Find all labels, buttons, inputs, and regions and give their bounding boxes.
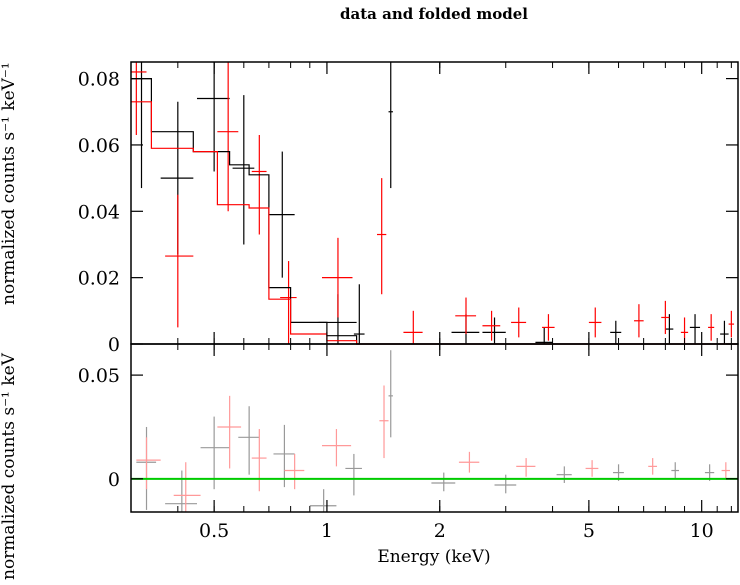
top-series1-point-9 — [482, 310, 501, 341]
top-series0-point-6 — [353, 284, 365, 344]
bottom-series1-point-10 — [648, 458, 658, 475]
top-series1-point-7 — [403, 310, 423, 344]
top-series0-point-14 — [720, 320, 729, 344]
bottom-xtick-label-4: 10 — [690, 520, 714, 542]
top-model-step-2 — [131, 78, 738, 345]
top-ytick-label-3: 0.06 — [78, 135, 120, 157]
top-series1-point-13 — [634, 304, 644, 338]
top-series0-point-10 — [535, 327, 553, 344]
top-series1-point-12 — [588, 307, 602, 338]
top-series1-point-3 — [251, 134, 267, 235]
bottom-series0-point-9 — [494, 474, 517, 494]
chart-title: data and folded model — [340, 5, 528, 23]
bottom-xtick-label-3: 5 — [583, 520, 595, 542]
bottom-series0-point-2 — [200, 416, 230, 490]
bottom-series1-point-7 — [458, 451, 480, 473]
top-panel-marks — [131, 62, 738, 345]
top-series1-point-2 — [217, 62, 239, 212]
bottom-ytick-label-0: 0 — [108, 469, 120, 491]
bottom-series0-point-5 — [309, 489, 337, 512]
top-series1-point-14 — [661, 300, 670, 335]
top-series1-point-6 — [376, 178, 387, 295]
top-series0-point-1 — [160, 101, 194, 255]
bottom-series1-point-1 — [173, 462, 201, 512]
bottom-series1-point-2 — [217, 395, 242, 469]
bottom-series1-point-3 — [251, 429, 267, 492]
top-series0-point-4 — [268, 151, 295, 278]
bottom-series1-point-9 — [585, 460, 599, 477]
bottom-y-ticks: 00.05 — [78, 365, 738, 491]
top-series1-point-8 — [455, 297, 477, 335]
bottom-series1-point-5 — [321, 429, 352, 467]
top-series1-point-11 — [542, 314, 555, 341]
bottom-plot-frame — [130, 343, 739, 513]
bottom-ytick-label-1: 0.05 — [78, 365, 120, 387]
top-series0-point-11 — [610, 320, 622, 344]
bottom-series0-point-4 — [273, 424, 295, 488]
top-ytick-label-4: 0.08 — [78, 69, 120, 91]
bottom-series1-point-11 — [721, 462, 730, 479]
top-series1-point-4 — [280, 261, 297, 344]
bottom-panel: 00.05 0.5 1 2 5 10 — [78, 343, 739, 542]
top-series0-point-9 — [482, 317, 506, 344]
top-series1-point-16 — [708, 314, 715, 341]
top-panel: 0 0.02 0.04 0.06 0.08 — [78, 61, 739, 356]
top-series1-point-1 — [165, 194, 194, 328]
bottom-y-axis-label: normalized counts s⁻¹ keV — [0, 352, 19, 580]
top-plot-frame — [130, 61, 739, 345]
top-x-ticks — [130, 62, 732, 344]
bottom-series0-point-7 — [388, 350, 393, 438]
top-series1-point-10 — [511, 307, 527, 338]
bottom-series1-point-0 — [136, 437, 161, 490]
top-y-ticks: 0 0.02 0.04 0.06 0.08 — [78, 69, 738, 356]
bottom-series0-point-6 — [345, 453, 362, 496]
bottom-series1-point-4 — [284, 453, 305, 490]
top-model-step-3 — [131, 101, 738, 345]
bottom-series0-point-12 — [671, 462, 680, 479]
bottom-series0-point-10 — [556, 466, 572, 483]
bottom-panel-marks — [131, 350, 738, 512]
top-series0-point-3 — [232, 95, 255, 245]
bottom-xtick-label-2: 2 — [434, 520, 446, 542]
top-series0-point-0 — [131, 62, 152, 189]
top-y-axis-label: normalized counts s⁻¹ keV⁻¹ — [0, 62, 19, 305]
top-series0-point-13 — [689, 314, 701, 344]
bottom-series0-point-1 — [165, 470, 197, 512]
top-series0-point-2 — [196, 62, 230, 172]
bottom-series1-point-6 — [379, 385, 389, 459]
top-series0-point-12 — [665, 314, 674, 344]
bottom-series0-point-3 — [238, 406, 260, 475]
top-series1-point-0 — [131, 62, 147, 135]
top-ytick-label-1: 0.02 — [78, 268, 120, 290]
top-series0-point-7 — [388, 62, 393, 189]
top-series1-point-5 — [321, 237, 353, 318]
bottom-series1-point-8 — [516, 458, 536, 477]
bottom-xtick-label-0: 0.5 — [199, 520, 229, 542]
bottom-series0-point-8 — [431, 472, 456, 492]
bottom-xtick-label-1: 1 — [321, 520, 333, 542]
bottom-x-ticks: 0.5 1 2 5 10 — [130, 344, 732, 542]
x-axis-label: Energy (keV) — [377, 547, 490, 567]
top-ytick-label-0: 0 — [108, 334, 120, 356]
top-series1-point-17 — [728, 310, 735, 338]
top-ytick-label-2: 0.04 — [78, 201, 120, 223]
